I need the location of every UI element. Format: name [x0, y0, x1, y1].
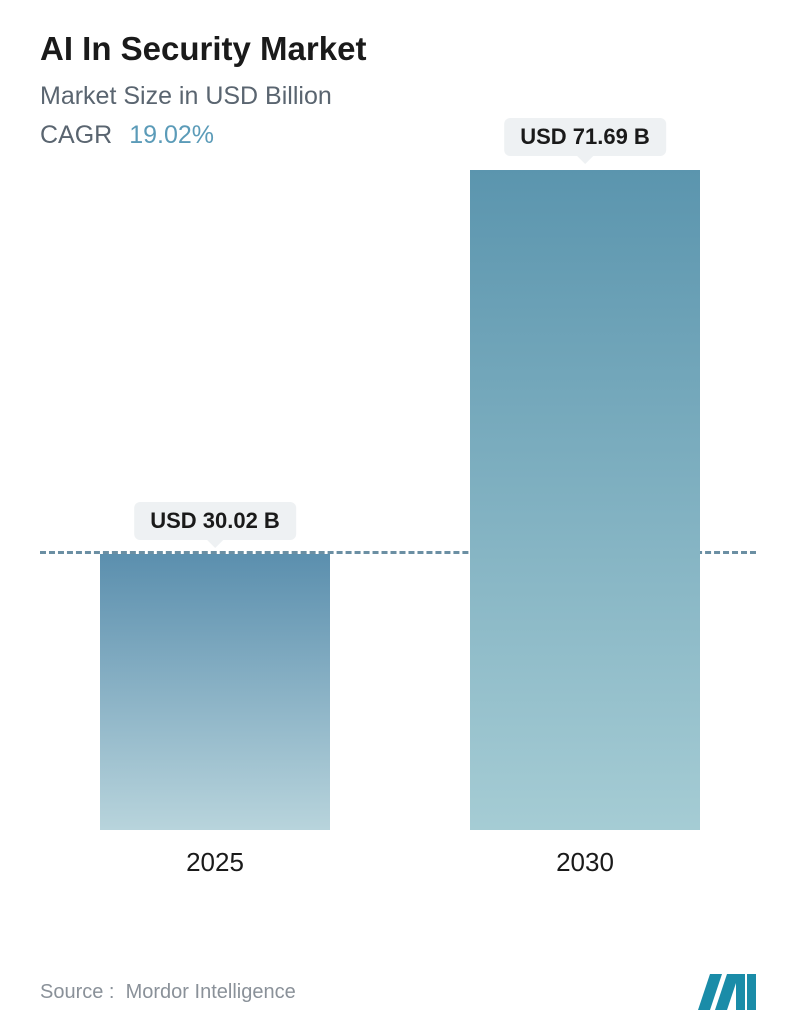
chart-subtitle: Market Size in USD Billion: [40, 82, 756, 111]
chart-area: USD 30.02 B2025USD 71.69 B2030: [40, 170, 756, 890]
chart-title: AI In Security Market: [40, 30, 756, 68]
source-label: Source :: [40, 981, 114, 1003]
cagr-label: CAGR: [40, 121, 112, 149]
value-label-2030: USD 71.69 B: [504, 118, 666, 156]
value-label-2025: USD 30.02 B: [134, 502, 296, 540]
bar-2030: [470, 170, 700, 830]
bar-2025: [100, 554, 330, 830]
footer: Source : Mordor Intelligence: [40, 974, 756, 1010]
mordor-logo-icon: [698, 974, 756, 1010]
x-label-2030: 2030: [470, 847, 700, 878]
source-name: Mordor Intelligence: [126, 981, 296, 1003]
cagr-value: 19.02%: [129, 121, 214, 149]
x-label-2025: 2025: [100, 847, 330, 878]
source-attribution: Source : Mordor Intelligence: [40, 981, 296, 1004]
